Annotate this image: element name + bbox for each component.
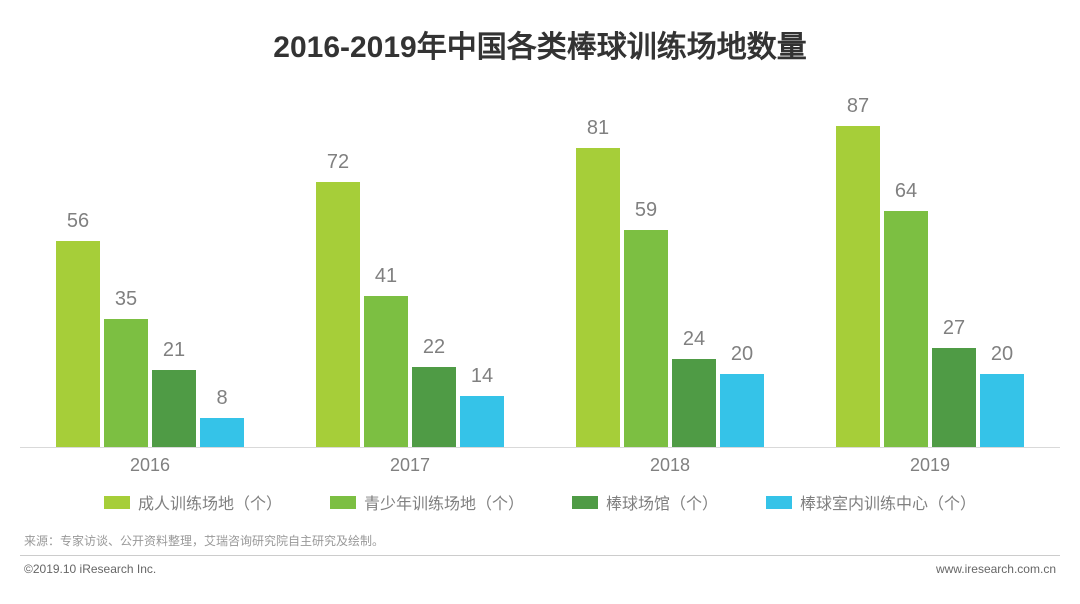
bar-value-label: 20 (731, 343, 753, 366)
bar-value-label: 21 (163, 339, 185, 362)
bar: 41 (364, 265, 408, 448)
bar-group: 87 64 27 20 (834, 95, 1026, 448)
bar: 64 (884, 180, 928, 448)
x-axis-line (20, 447, 1060, 448)
bar-rect (720, 374, 764, 448)
x-tick-label: 2018 (570, 455, 770, 476)
x-tick-label: 2016 (50, 455, 250, 476)
bar-value-label: 8 (216, 387, 227, 410)
bar: 87 (836, 95, 880, 448)
legend-item: 棒球室内训练中心（个） (766, 490, 976, 514)
footer: ©2019.10 iResearch Inc. www.iresearch.co… (20, 556, 1060, 576)
bar-rect (932, 348, 976, 448)
bar-rect (200, 418, 244, 448)
legend-item: 青少年训练场地（个） (330, 490, 524, 514)
bar-value-label: 81 (587, 117, 609, 140)
bar-rect (460, 396, 504, 448)
bar: 8 (200, 387, 244, 448)
bar: 14 (460, 365, 504, 448)
bar: 20 (980, 343, 1024, 448)
bar-rect (412, 367, 456, 448)
bar-rect (364, 296, 408, 448)
bar-rect (672, 359, 716, 448)
bar-rect (152, 370, 196, 448)
bar-rect (104, 319, 148, 449)
bar: 59 (624, 199, 668, 448)
bar-value-label: 87 (847, 95, 869, 118)
bar-value-label: 24 (683, 328, 705, 351)
bar: 81 (576, 117, 620, 448)
bar-rect (316, 182, 360, 448)
source-note: 来源：专家访谈、公开资料整理，艾瑞咨询研究院自主研究及绘制。 (20, 532, 1060, 556)
bar-group: 72 41 22 14 (314, 151, 506, 448)
x-axis-labels: 2016 2017 2018 2019 (20, 452, 1060, 478)
legend-label: 棒球室内训练中心（个） (800, 490, 976, 514)
bar-value-label: 20 (991, 343, 1013, 366)
bar-rect (884, 211, 928, 448)
bar-value-label: 59 (635, 199, 657, 222)
bar-value-label: 14 (471, 365, 493, 388)
bar-value-label: 27 (943, 317, 965, 340)
legend-item: 成人训练场地（个） (104, 490, 282, 514)
legend-label: 成人训练场地（个） (138, 490, 282, 514)
x-tick-label: 2019 (830, 455, 1030, 476)
legend-swatch (104, 496, 130, 509)
bar: 35 (104, 288, 148, 449)
bar-rect (624, 230, 668, 448)
legend-swatch (330, 496, 356, 509)
bar: 21 (152, 339, 196, 448)
legend-item: 棒球场馆（个） (572, 490, 718, 514)
bar-value-label: 35 (115, 288, 137, 311)
chart-title: 2016-2019年中国各类棒球训练场地数量 (20, 22, 1060, 66)
bar-value-label: 56 (67, 210, 89, 233)
legend-label: 青少年训练场地（个） (364, 490, 524, 514)
bar: 22 (412, 336, 456, 448)
bar-group: 56 35 21 8 (54, 210, 246, 448)
legend-swatch (766, 496, 792, 509)
bar-value-label: 64 (895, 180, 917, 203)
bar-rect (836, 126, 880, 448)
bar-groups: 56 35 21 8 72 41 22 14 81 59 24 20 87 64 27 20 (20, 78, 1060, 448)
plot-area: 56 35 21 8 72 41 22 14 81 59 24 20 87 64 27 20 2016 2017… (20, 78, 1060, 478)
bar-rect (56, 241, 100, 448)
bar-value-label: 22 (423, 336, 445, 359)
chart-container: 2016-2019年中国各类棒球训练场地数量 56 35 21 8 72 41 22 14 81… (0, 0, 1080, 604)
legend-swatch (572, 496, 598, 509)
bar: 27 (932, 317, 976, 448)
bar-group: 81 59 24 20 (574, 117, 766, 448)
bar: 20 (720, 343, 764, 448)
legend-label: 棒球场馆（个） (606, 490, 718, 514)
x-tick-label: 2017 (310, 455, 510, 476)
bar-value-label: 72 (327, 151, 349, 174)
bar-value-label: 41 (375, 265, 397, 288)
bar: 56 (56, 210, 100, 448)
bar-rect (980, 374, 1024, 448)
legend: 成人训练场地（个） 青少年训练场地（个） 棒球场馆（个） 棒球室内训练中心（个） (20, 490, 1060, 514)
website-text: www.iresearch.com.cn (936, 562, 1056, 576)
copyright-text: ©2019.10 iResearch Inc. (24, 562, 156, 576)
bar: 24 (672, 328, 716, 448)
bar-rect (576, 148, 620, 448)
bar: 72 (316, 151, 360, 448)
